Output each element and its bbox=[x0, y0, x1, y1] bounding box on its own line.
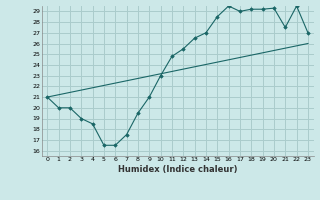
X-axis label: Humidex (Indice chaleur): Humidex (Indice chaleur) bbox=[118, 165, 237, 174]
